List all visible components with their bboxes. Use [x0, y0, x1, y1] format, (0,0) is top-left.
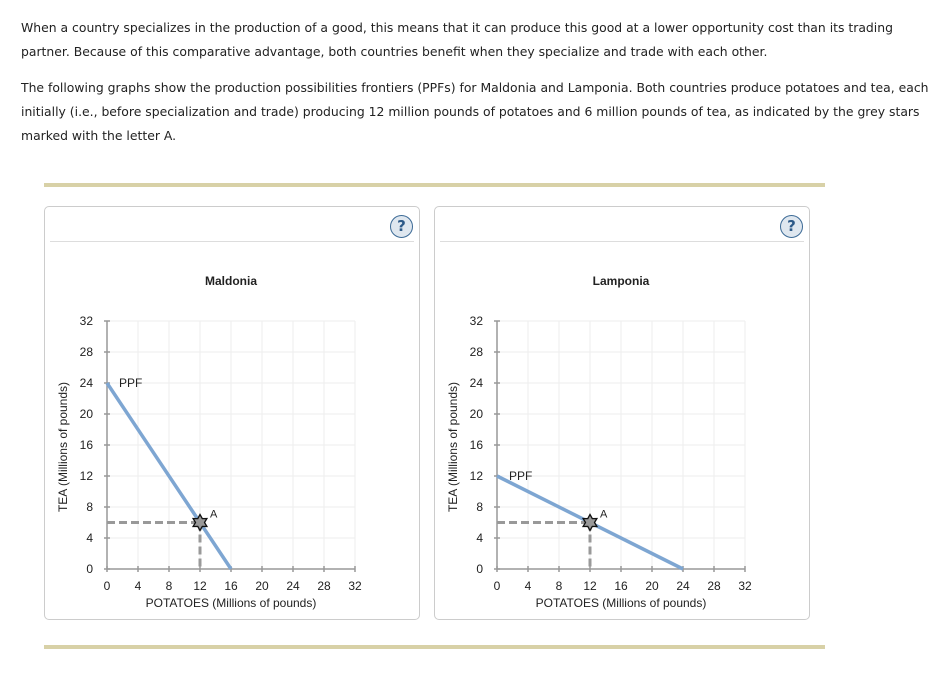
x-tick-label: 20 [645, 579, 659, 593]
maldonia-chart: Maldonia 0 4 8 12 16 20 24 28 32 0 4 8 12 16 20 24 28 32 PO… [56, 274, 362, 610]
y-axis-label: TEA (Millions of pounds) [56, 382, 70, 512]
star-icon [191, 513, 209, 532]
x-tick-label: 0 [104, 579, 111, 593]
x-tick-label: 16 [614, 579, 628, 593]
y-tick-label: 24 [470, 376, 484, 390]
y-tick-label: 32 [80, 314, 94, 328]
x-tick-label: 8 [556, 579, 563, 593]
x-tick-label: 32 [348, 579, 362, 593]
y-tick-label: 32 [470, 314, 484, 328]
y-tick-label: 0 [86, 562, 93, 576]
x-tick-label: 28 [707, 579, 721, 593]
y-tick-label: 8 [86, 500, 93, 514]
y-tick-label: 28 [80, 345, 94, 359]
y-axis-label: TEA (Millions of pounds) [446, 382, 460, 512]
intro-paragraph-2: The following graphs show the production… [21, 80, 929, 143]
x-tick-label: 32 [738, 579, 752, 593]
intro-paragraph-1: When a country specializes in the produc… [21, 20, 893, 59]
x-tick-label: 4 [135, 579, 142, 593]
lamponia-graph-panel: ? Lamponia 0 4 8 12 16 20 24 28 32 0 4 8 12 16 20 24 28 32… [434, 206, 810, 620]
divider-bottom [44, 645, 825, 649]
point-label: A [210, 509, 218, 521]
x-tick-label: 0 [494, 579, 501, 593]
panel-header-divider [50, 241, 414, 242]
y-tick-label: 16 [80, 438, 94, 452]
x-tick-label: 28 [317, 579, 331, 593]
divider-top [44, 183, 825, 187]
x-tick-label: 4 [525, 579, 532, 593]
point-label: A [600, 509, 608, 521]
y-tick-label: 24 [80, 376, 94, 390]
chart-title: Maldonia [205, 274, 257, 288]
y-tick-label: 12 [470, 469, 484, 483]
ppf-line [105, 382, 233, 570]
ppf-label: PPF [509, 469, 532, 483]
chart-title: Lamponia [593, 274, 650, 288]
lamponia-chart: Lamponia 0 4 8 12 16 20 24 28 32 0 4 8 12 16 20 24 28 32 PO… [446, 274, 752, 610]
y-tick-label: 28 [470, 345, 484, 359]
x-axis-label: POTATOES (Millions of pounds) [146, 596, 317, 610]
x-tick-label: 24 [286, 579, 300, 593]
y-tick-label: 0 [476, 562, 483, 576]
panel-header-divider [440, 241, 804, 242]
y-tick-label: 20 [470, 407, 484, 421]
x-tick-label: 24 [676, 579, 690, 593]
x-axis-label: POTATOES (Millions of pounds) [536, 596, 707, 610]
x-tick-label: 12 [583, 579, 597, 593]
maldonia-graph-panel: ? Maldonia 0 4 8 12 16 20 24 28 32 0 4 8 12 16 20 24 28 32… [44, 206, 420, 620]
y-tick-label: 16 [470, 438, 484, 452]
y-tick-label: 4 [476, 531, 483, 545]
y-tick-label: 4 [86, 531, 93, 545]
star-icon [581, 513, 599, 532]
help-button[interactable]: ? [390, 215, 413, 238]
ppf-label: PPF [119, 376, 142, 390]
y-tick-label: 8 [476, 500, 483, 514]
help-button[interactable]: ? [780, 215, 803, 238]
y-tick-label: 20 [80, 407, 94, 421]
x-tick-label: 20 [255, 579, 269, 593]
x-tick-label: 8 [166, 579, 173, 593]
x-tick-label: 16 [224, 579, 238, 593]
x-tick-label: 12 [193, 579, 207, 593]
y-tick-label: 12 [80, 469, 94, 483]
